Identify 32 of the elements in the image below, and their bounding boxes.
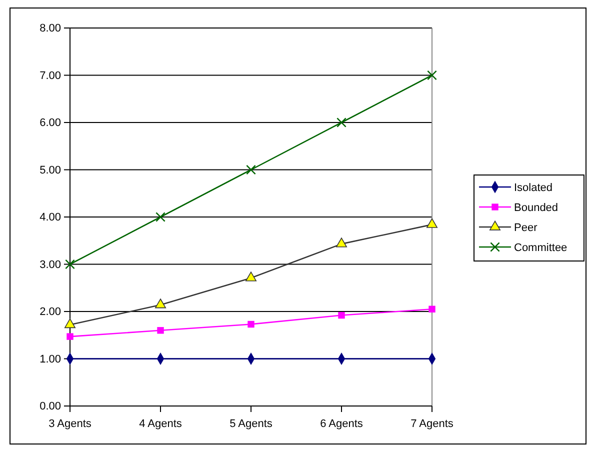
point	[426, 218, 438, 228]
y-tick-label: 3.00	[40, 258, 61, 271]
point	[336, 238, 347, 248]
legend-label: Bounded	[514, 202, 558, 214]
point	[155, 298, 166, 308]
legend-label: Peer	[514, 222, 538, 234]
y-tick-label: 4.00	[40, 212, 61, 224]
y-tick-label: 7.00	[40, 70, 61, 82]
y-tick-label: 6.00	[40, 117, 61, 130]
legend-label: Isolated	[514, 182, 553, 194]
point	[64, 318, 76, 328]
y-tick-label: 1.00	[40, 353, 61, 366]
x-tick-label: 3 Agents	[48, 418, 92, 430]
x-tick-label: 6 Agents	[320, 418, 364, 430]
x-tick-label: 4 Agents	[139, 418, 182, 430]
point	[336, 118, 346, 128]
point	[246, 272, 256, 282]
y-tick-label: 0.00	[40, 400, 61, 413]
point	[338, 312, 345, 319]
point	[246, 164, 256, 175]
y-tick-label: 8.00	[40, 22, 61, 35]
point	[157, 327, 164, 334]
y-tick-label: 5.00	[40, 164, 61, 176]
point	[248, 320, 254, 328]
point	[66, 333, 74, 340]
point	[428, 306, 436, 312]
point	[156, 212, 166, 222]
legend-label: Committee	[514, 242, 568, 254]
x-tick-label: 7 Agents	[410, 418, 454, 430]
x-tick-label: 5 Agents	[230, 418, 273, 430]
point	[427, 70, 437, 80]
y-tick-label: 2.00	[40, 306, 61, 318]
